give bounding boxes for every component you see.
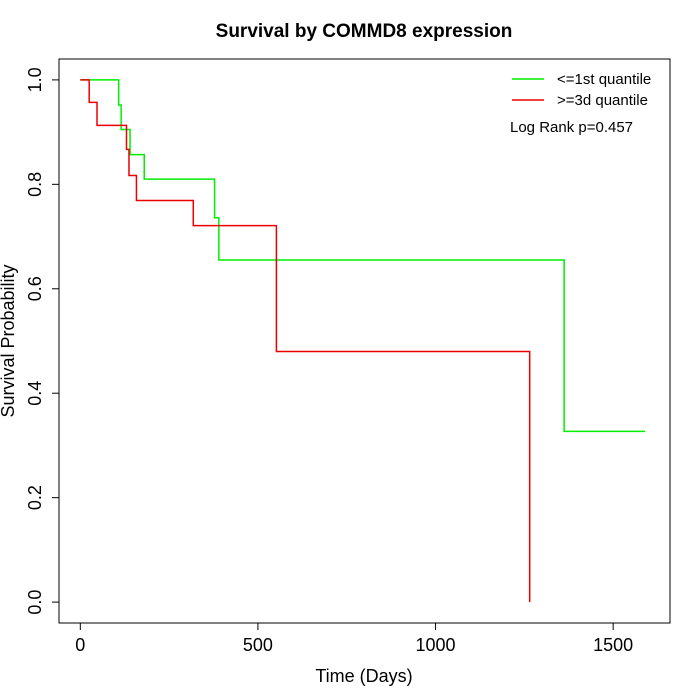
survival-curve-high (80, 79, 531, 603)
x-tick-label: 500 (243, 635, 273, 655)
y-tick-label: 0.8 (25, 172, 45, 197)
y-axis-label: Survival Probability (0, 264, 18, 417)
y-tick-label: 0.2 (25, 485, 45, 510)
legend-label-low: <=1st quantile (557, 71, 651, 88)
legend-label-high: >=3d quantile (557, 92, 648, 109)
y-tick-label: 0.0 (25, 590, 45, 615)
legend: <=1st quantile >=3d quantile (512, 71, 651, 109)
x-tick-label: 1500 (593, 635, 633, 655)
x-tick-label: 1000 (416, 635, 456, 655)
y-axis: 0.0 0.2 0.4 0.6 0.8 1.0 (25, 67, 59, 615)
survival-curve-low (80, 79, 646, 433)
y-tick-label: 0.6 (25, 276, 45, 301)
x-tick-label: 0 (75, 635, 85, 655)
plot-frame (58, 58, 671, 624)
y-tick-label: 1.0 (25, 67, 45, 92)
log-rank-annotation: Log Rank p=0.457 (510, 119, 633, 136)
x-axis: 0 500 1000 1500 (75, 623, 633, 655)
x-axis-label: Time (Days) (315, 666, 412, 686)
chart-title: Survival by COMMD8 expression (216, 21, 513, 42)
y-tick-label: 0.4 (25, 381, 45, 406)
survival-curves (80, 79, 646, 603)
